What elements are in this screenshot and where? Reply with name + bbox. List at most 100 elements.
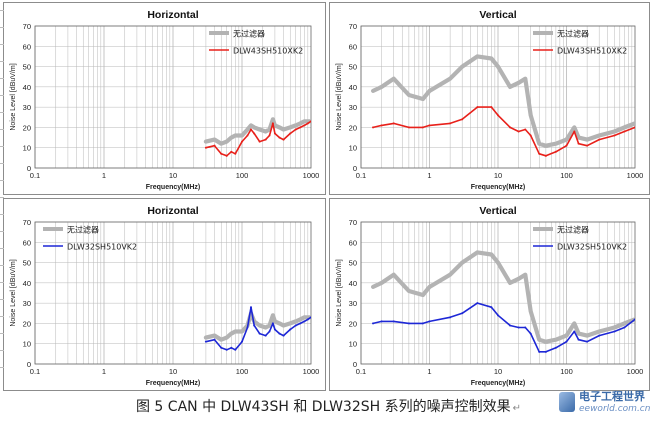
series-point	[225, 140, 229, 144]
series-point	[565, 144, 568, 147]
series-point	[565, 340, 568, 343]
y-tick-label: 0	[27, 164, 31, 173]
series-point	[577, 142, 580, 145]
series-group	[370, 250, 635, 353]
y-tick-label: 20	[349, 319, 357, 328]
watermark-en: eeworld.com.cn	[579, 404, 651, 414]
series-point	[489, 56, 493, 61]
figure-caption: 图 5 CAN 中 DLW43SH 和 DLW32SH 系列的噪声控制效果 ↵	[0, 396, 657, 418]
margin-mark	[0, 27, 4, 28]
x-tick-label: 10	[494, 171, 502, 180]
margin-mark	[0, 316, 4, 317]
series-point	[392, 77, 396, 81]
series-point	[258, 323, 262, 328]
series-point	[613, 330, 616, 333]
series-point	[246, 326, 249, 329]
x-tick-label: 1000	[627, 171, 644, 180]
series-group	[370, 54, 635, 157]
series-point	[392, 273, 396, 277]
chart-title: Horizontal	[147, 205, 198, 217]
series-point	[597, 133, 601, 138]
figure-panels: 0 10 20 30 40 50 60 70 0.1 1 10 100 1000 Horizontal Fr…	[3, 2, 650, 391]
series-point	[428, 320, 431, 323]
series-point	[253, 324, 256, 327]
x-tick-label: 100	[236, 367, 249, 376]
series-point	[264, 138, 267, 141]
series-point	[258, 332, 261, 335]
margin-mark	[0, 163, 4, 164]
y-tick-label: 0	[353, 360, 357, 369]
series-point	[249, 123, 253, 127]
series-point	[421, 322, 424, 325]
chart-title: Vertical	[479, 9, 516, 21]
series-point	[258, 127, 262, 132]
series-point	[298, 317, 302, 321]
series-point	[598, 138, 601, 141]
x-tick-label: 0.1	[30, 171, 40, 180]
series-point	[213, 338, 216, 341]
series-point	[572, 125, 576, 130]
series-point	[234, 152, 237, 155]
y-tick-label: 70	[23, 218, 31, 227]
series-point	[489, 252, 493, 257]
series-point	[252, 125, 256, 130]
y-tick-label: 10	[349, 144, 357, 153]
series-point	[524, 128, 527, 131]
series-point	[289, 132, 292, 135]
series-point	[306, 318, 309, 321]
series-point	[267, 323, 272, 328]
series-point	[460, 64, 464, 69]
series-point	[253, 132, 256, 135]
plot-area-frame	[34, 25, 312, 169]
series-point	[554, 346, 557, 349]
y-tick-label: 50	[349, 259, 357, 268]
y-tick-label: 50	[349, 63, 357, 72]
series-point	[249, 128, 252, 131]
x-tick-label: 0.1	[356, 171, 366, 180]
margin-mark	[0, 112, 4, 113]
series-point	[517, 130, 520, 133]
series-point	[576, 135, 581, 140]
margin-mark	[0, 129, 4, 130]
series-point	[523, 77, 527, 81]
y-tick-label: 70	[349, 218, 357, 227]
series-point	[230, 346, 233, 349]
margin-mark	[0, 197, 4, 198]
series-point	[246, 134, 249, 137]
legend-label: 无过滤器	[67, 225, 99, 235]
x-tick-label: 10	[169, 171, 177, 180]
caption-return-mark: ↵	[512, 403, 521, 414]
x-tick-label: 1	[102, 367, 106, 376]
y-tick-label: 20	[23, 319, 31, 328]
series-point	[529, 113, 533, 117]
series-point	[476, 302, 479, 305]
series-point	[586, 144, 589, 147]
series-point	[475, 54, 479, 59]
series-point	[572, 321, 576, 326]
chart-svg: 0 10 20 30 40 50 60 70 0.1 1 10 100 1000 Horizontal Fr…	[3, 2, 326, 195]
series-point	[294, 128, 297, 131]
series-point	[537, 142, 541, 146]
x-axis-label: Frequency(MHz)	[146, 380, 200, 387]
series-point	[229, 331, 233, 336]
x-tick-label: 100	[236, 171, 249, 180]
x-tick-label: 0.1	[356, 367, 366, 376]
x-tick-label: 10	[169, 367, 177, 376]
series-point	[372, 126, 375, 129]
series-point	[573, 130, 576, 133]
chart-panel-4: 0 10 20 30 40 50 60 70 0.1 1 10 100 1000 Vertical Freq…	[329, 198, 650, 391]
y-tick-label: 40	[23, 279, 31, 288]
series-point	[278, 332, 281, 335]
watermark-cn: 电子工程世界	[579, 390, 645, 403]
series-point	[407, 322, 410, 325]
series-point	[212, 334, 217, 338]
series-group	[203, 306, 311, 351]
series-point	[544, 350, 547, 353]
y-tick-label: 30	[349, 299, 357, 308]
series-point	[225, 154, 228, 157]
series-point	[496, 260, 500, 265]
y-tick-label: 60	[23, 238, 31, 247]
chart-border	[3, 2, 326, 195]
margin-mark	[0, 231, 4, 232]
legend-label: 无过滤器	[557, 29, 589, 39]
